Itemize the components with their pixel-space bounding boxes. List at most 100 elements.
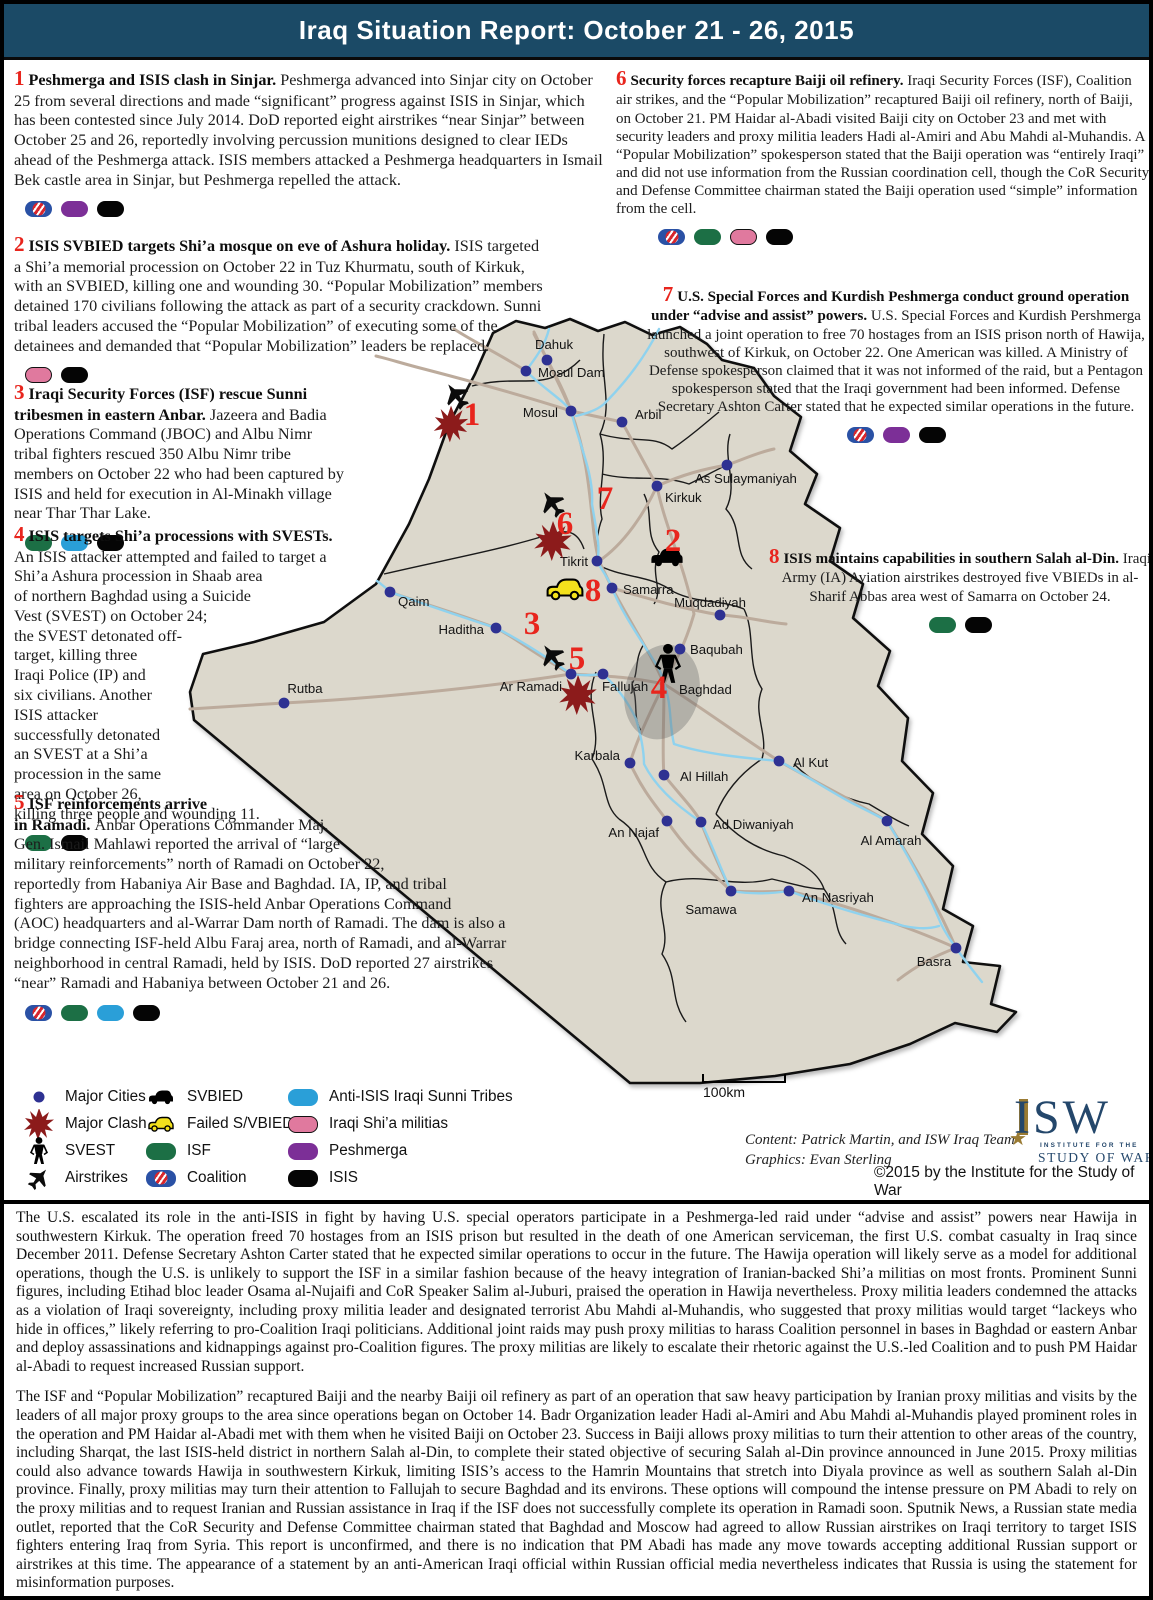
city-dot-karbala — [624, 757, 636, 769]
isis-chip-icon — [918, 427, 946, 444]
plane-icon — [543, 645, 565, 671]
faction-chips — [658, 229, 1149, 246]
city-label-al-kut: Al Kut — [793, 755, 829, 770]
section-3: 3 Iraqi Security Forces (ISF) rescue Sunn… — [14, 380, 350, 552]
city-dot-mosul — [565, 405, 577, 417]
isf-legend-icon — [142, 1138, 180, 1164]
map-number-8: 8 — [585, 573, 602, 609]
isf-chip-icon — [928, 616, 956, 633]
logo-star-icon: ★ — [1009, 1126, 1027, 1150]
road — [896, 946, 958, 982]
province-border — [715, 813, 825, 890]
city-dot-qaim — [384, 586, 396, 598]
legend-label: ISF — [187, 1142, 211, 1159]
section-number: 5 — [14, 790, 25, 814]
province-border — [823, 888, 847, 945]
city-dot-haditha — [490, 622, 502, 634]
river — [524, 327, 984, 984]
legend-item: Iraqi Shi’a militias — [284, 1113, 513, 1135]
faction-chips — [766, 616, 1149, 633]
city-label-rutba: Rutba — [287, 681, 323, 696]
legend-item: Anti-ISIS Iraqi Sunni Tribes — [284, 1086, 513, 1108]
map-number-7: 7 — [597, 481, 614, 517]
legend-label: SVEST — [65, 1142, 116, 1159]
iraq-outline — [188, 317, 1018, 1085]
section-title: ISIS SVBIED targets Shi’a mosque on eve … — [28, 237, 451, 255]
section-1: 1 Peshmerga and ISIS clash in Sinjar. Pesh… — [14, 66, 608, 218]
page-title: Iraq Situation Report: October 21 - 26, … — [298, 15, 855, 45]
svest-legend-icon — [20, 1137, 58, 1164]
province-border — [725, 433, 753, 570]
city-label-basra: Basra — [917, 954, 952, 969]
plane-icon — [543, 492, 565, 518]
city-dot-samarra — [606, 582, 618, 594]
province-border — [590, 671, 620, 820]
coalition-chip-icon — [846, 427, 874, 444]
copyright: ©2015 by the Institute for the Study of … — [874, 1164, 1135, 1199]
city-label-qaim: Qaim — [398, 594, 430, 609]
city-dot-an-nasriyah — [783, 885, 795, 897]
coalition-legend-icon — [142, 1165, 180, 1191]
city-dot-fallujah — [597, 668, 609, 680]
logo-text: ISW — [1014, 1091, 1111, 1144]
isf-chip-icon — [25, 835, 52, 852]
section-body: ISIS targeted a Shi’a memorial processio… — [14, 237, 543, 355]
legend-item: SVBIED — [142, 1086, 293, 1108]
province-border — [599, 411, 720, 450]
section-7: 7 U.S. Special Forces and Kurdish Peshmer… — [642, 282, 1149, 444]
province-border — [601, 464, 728, 485]
faction-chips — [25, 201, 608, 218]
sunni-chip-icon — [97, 1004, 124, 1021]
city-label-samarra: Samarra — [623, 582, 674, 597]
city-dot-al-amarah — [881, 815, 893, 827]
map-legend: Major Cities Major Clash SVEST Airstrikes SV… — [4, 1086, 564, 1198]
city-dot-tikrit — [591, 555, 603, 567]
legend-column-3: Anti-ISIS Iraqi Sunni Tribes Iraqi Shi’a … — [284, 1086, 513, 1189]
city-label-tikrit: Tikrit — [560, 554, 588, 569]
city-dot-ad-diwaniyah — [695, 816, 707, 828]
section-8: 8 ISIS maintains capabilities in southern… — [766, 544, 1149, 633]
city-dot-al-hillah — [658, 769, 670, 781]
city-label-ar-ramadi: Ar Ramadi — [500, 679, 562, 694]
section-number: 7 — [662, 282, 674, 306]
map-number-3: 3 — [524, 606, 541, 642]
section-number: 4 — [14, 522, 25, 546]
sunni-chip-icon — [61, 535, 88, 552]
road — [188, 672, 573, 711]
section-body: Peshmerga advanced into Sinjar city on O… — [14, 71, 603, 189]
coalition-chip-icon — [25, 1004, 52, 1021]
legend-label: Major Clash — [65, 1115, 147, 1132]
isw-logo: ★ ISW INSTITUTE FOR THE STUDY OF WAR — [1009, 1090, 1149, 1166]
legend-item: SVEST — [20, 1137, 147, 1164]
isf-chip-icon — [25, 535, 52, 552]
svbied-icon — [651, 548, 683, 567]
legend-label: Iraqi Shi’a militias — [329, 1115, 449, 1132]
plane-legend-icon — [20, 1165, 58, 1191]
section-number: 2 — [14, 232, 25, 256]
isis-chip-icon — [61, 835, 88, 852]
credit-content: Content: Patrick Martin, and ISW Iraq Te… — [745, 1132, 1015, 1148]
city-dot-rutba — [278, 697, 290, 709]
legend-item: Peshmerga — [284, 1140, 513, 1162]
logo-line1: INSTITUTE FOR THE — [1040, 1142, 1139, 1149]
analysis-paragraph-2: The ISF and “Popular Mobilization” recap… — [16, 1388, 1137, 1592]
city-label-baghdad: Baghdad — [679, 682, 732, 697]
section-body: Jazeera and Badia Operations Command (JB… — [14, 405, 344, 523]
city-dot-dahuk — [541, 354, 553, 366]
city-label-haditha: Haditha — [439, 622, 485, 637]
legend-label: SVBIED — [187, 1088, 244, 1105]
section-title: Peshmerga and ISIS clash in Sinjar. — [28, 71, 277, 89]
shia-legend-icon — [284, 1111, 322, 1137]
city-dot-muqdadiyah — [714, 609, 726, 621]
section-title: ISIS targets Shi’a processions with SVES… — [28, 527, 333, 545]
scale-label: 100km — [703, 1084, 746, 1100]
faction-chips — [25, 835, 350, 852]
road — [597, 484, 659, 563]
city-label-arbil: Arbil — [635, 407, 661, 422]
isis-chip-icon — [97, 535, 124, 552]
road — [374, 354, 573, 413]
province-border — [743, 608, 765, 760]
isf-chip-icon — [61, 1004, 88, 1021]
plane-icon — [447, 384, 469, 410]
legend-item: Airstrikes — [20, 1165, 147, 1191]
